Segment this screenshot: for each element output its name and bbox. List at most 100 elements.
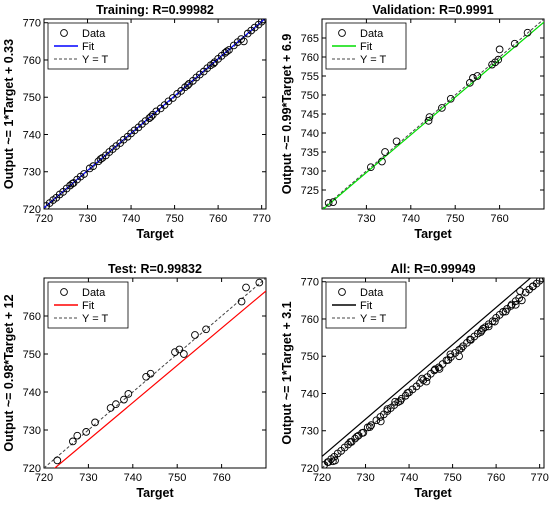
x-tick-label: 720 <box>35 213 53 225</box>
legend-label-fit: Fit <box>360 300 372 312</box>
y-tick-label: 760 <box>301 52 319 64</box>
data-point <box>516 287 524 295</box>
data-point <box>352 432 361 441</box>
legend-label-identity: Y = T <box>360 54 386 66</box>
x-axis-label: Target <box>136 486 174 500</box>
data-point <box>479 324 487 333</box>
x-tick-label: 770 <box>530 472 548 484</box>
x-tick-label: 740 <box>124 472 142 484</box>
data-point <box>424 116 433 125</box>
y-tick-label: 740 <box>301 128 319 140</box>
data-point <box>106 404 115 412</box>
data-point <box>191 331 199 339</box>
data-point <box>418 374 426 383</box>
y-tick-label: 740 <box>23 129 41 141</box>
data-point <box>425 113 434 121</box>
y-axis-label: Output ~= 1*Target + 0.33 <box>2 39 16 189</box>
x-tick-label: 760 <box>490 213 508 225</box>
legend-marker-data <box>338 29 346 37</box>
legend-label-fit: Fit <box>82 41 94 53</box>
y-tick-label: 740 <box>23 387 41 399</box>
data-point <box>446 94 455 103</box>
chart-title: Test: R=0.99832 <box>108 262 202 276</box>
data-point <box>222 47 231 56</box>
data-point <box>507 302 515 310</box>
data-point <box>510 39 519 48</box>
x-tick-label: 730 <box>78 213 96 225</box>
x-axis-label: Target <box>414 486 452 500</box>
y-tick-label: 770 <box>301 277 319 289</box>
data-point <box>146 369 155 378</box>
identity-line <box>322 19 544 209</box>
data-point <box>82 428 91 436</box>
x-tick-label: 730 <box>79 472 97 484</box>
x-tick-label: 750 <box>443 472 461 484</box>
legend-label-fit: Fit <box>360 41 372 53</box>
x-tick-label: 730 <box>357 213 375 225</box>
chart-panel-2: 730 740 750 760 725 730 735 740 745 750 755 760 765 V… <box>280 3 545 241</box>
y-tick-label: 720 <box>301 463 319 475</box>
y-tick-label: 730 <box>23 167 41 179</box>
chart-panel-4: 720 730 740 750 760 770 720 730 740 750 760 770 All:… <box>280 262 549 500</box>
data-point <box>96 155 105 163</box>
data-point <box>225 46 233 54</box>
y-tick-label: 730 <box>301 166 319 178</box>
chart-lines <box>322 19 544 209</box>
data-point <box>366 163 375 172</box>
data-point <box>242 283 250 292</box>
y-tick-label: 725 <box>301 185 319 197</box>
y-tick-label: 765 <box>301 33 319 45</box>
y-axis-label: Output ~= 0.98*Target + 12 <box>2 294 16 451</box>
data-point <box>490 317 499 326</box>
data-point <box>175 345 184 354</box>
data-point <box>383 405 392 413</box>
data-point <box>529 282 537 291</box>
data-point <box>378 157 386 166</box>
identity-line <box>44 19 266 209</box>
legend-label-data: Data <box>82 28 106 40</box>
data-point <box>68 179 77 188</box>
y-tick-label: 745 <box>301 109 319 121</box>
x-tick-label: 770 <box>252 213 270 225</box>
x-axis-label: Target <box>136 227 174 241</box>
data-point <box>346 438 355 446</box>
y-tick-label: 760 <box>301 314 319 326</box>
y-tick-label: 750 <box>301 351 319 363</box>
data-point <box>469 74 477 82</box>
chart-title: All: R=0.99949 <box>390 262 475 276</box>
y-tick-label: 720 <box>23 204 41 216</box>
x-tick-label: 740 <box>122 213 140 225</box>
legend-label-identity: Y = T <box>360 313 386 325</box>
data-point <box>237 35 246 43</box>
x-tick-label: 730 <box>356 472 374 484</box>
x-axis-label: Target <box>414 227 452 241</box>
data-point <box>391 397 399 406</box>
x-tick-label: 750 <box>165 213 183 225</box>
data-point <box>53 456 62 465</box>
data-point <box>366 423 374 431</box>
y-tick-label: 735 <box>301 147 319 159</box>
y-tick-label: 770 <box>23 18 41 30</box>
x-tick-label: 760 <box>487 472 505 484</box>
x-tick-label: 750 <box>168 472 186 484</box>
data-point <box>202 325 210 334</box>
y-tick-label: 750 <box>23 349 41 361</box>
data-point <box>444 356 453 364</box>
data-point <box>209 59 218 68</box>
data-point <box>501 307 510 316</box>
data-point <box>376 417 385 426</box>
data-point <box>168 94 177 102</box>
legend-label-data: Data <box>360 28 384 40</box>
data-point <box>381 148 389 156</box>
data-point <box>438 104 446 112</box>
data-point <box>329 198 337 207</box>
legend-label-identity: Y = T <box>82 54 108 66</box>
data-point <box>124 390 133 398</box>
data-point <box>359 428 368 437</box>
chart-lines <box>322 278 544 468</box>
chart-title: Training: R=0.99982 <box>96 3 214 17</box>
legend-marker-data <box>338 288 346 296</box>
